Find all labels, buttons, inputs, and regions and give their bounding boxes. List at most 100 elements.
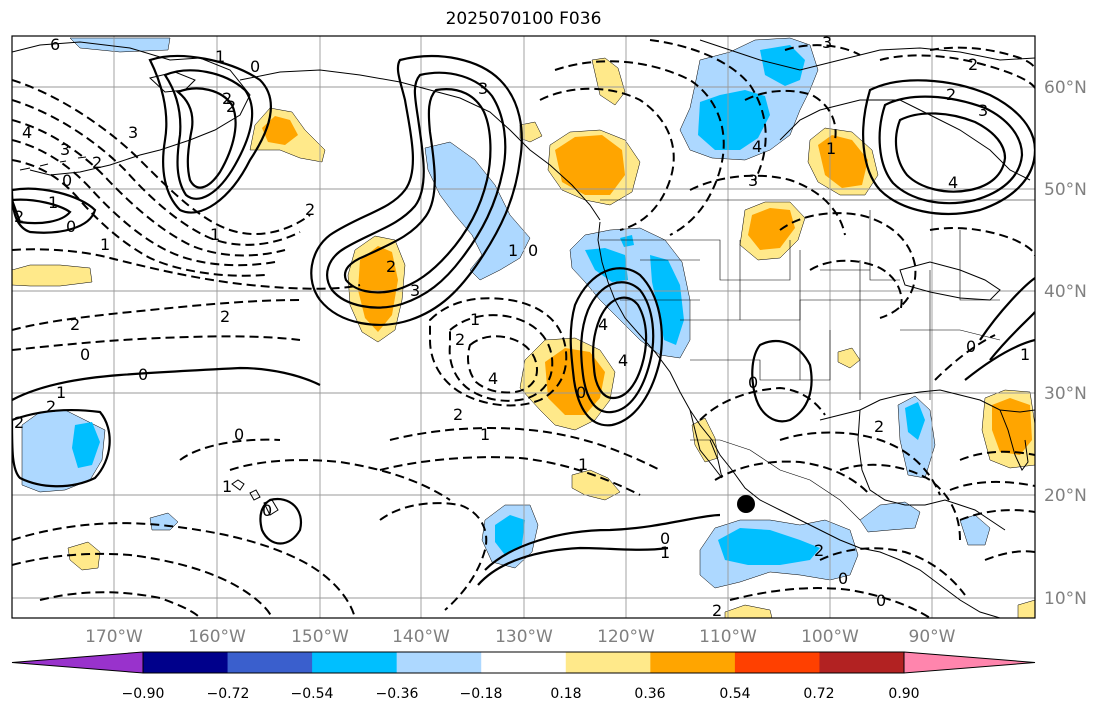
fill-blue — [698, 90, 770, 150]
longitude-labels: 170°W 160°W 150°W 140°W 130°W 120°W 110°… — [85, 627, 956, 647]
political-borders — [600, 199, 1035, 521]
contour-label: 4 — [752, 137, 762, 156]
contour-label: 2 — [220, 307, 230, 326]
fill-orange — [748, 208, 795, 250]
map-title: 2025070100 F036 — [445, 9, 602, 29]
colorbar-tick-label: −0.54 — [291, 686, 334, 702]
fill-orange — [358, 246, 398, 332]
colorbar-tick-label: −0.18 — [460, 686, 503, 702]
lon-label: 120°W — [597, 627, 655, 647]
colorbar-segment — [650, 652, 736, 673]
fill-blue — [905, 402, 925, 440]
lon-label: 150°W — [291, 627, 349, 647]
contour-label: 3 — [128, 123, 138, 142]
contour-label: 1 — [480, 425, 490, 444]
contour-label: 4 — [598, 315, 608, 334]
colorbar: −0.90 −0.72 −0.54 −0.36 −0.18 0.18 0.36 … — [11, 651, 1036, 702]
lat-label: 50°N — [1044, 180, 1087, 200]
colorbar-extend-high — [904, 652, 1035, 673]
contour-label: 0 — [250, 57, 260, 76]
colorbar-segment — [565, 652, 651, 673]
contour-label: 2 — [222, 89, 232, 108]
contour-label: 0 — [262, 501, 272, 520]
location-marker — [737, 495, 755, 513]
fill-light-yellow — [837, 347, 861, 369]
fill-blue — [718, 528, 820, 565]
contour-label: 6 — [50, 35, 60, 54]
contour-label: 2 — [386, 257, 396, 276]
fill-light-yellow — [67, 541, 101, 571]
contour-label: 1 — [56, 383, 66, 402]
contour-label: 0 — [576, 383, 586, 402]
contour-label: 0 — [66, 217, 76, 236]
lon-label: 140°W — [392, 627, 450, 647]
contour-label: 1 — [660, 543, 670, 562]
fill-light-yellow — [591, 57, 626, 106]
lat-label: 40°N — [1044, 282, 1087, 302]
fill-light-blue — [859, 501, 921, 533]
contour-label: 0 — [528, 241, 538, 260]
contour-label: 1 — [210, 225, 220, 244]
contour-label: 2 — [226, 97, 236, 116]
colorbar-tick-label: −0.36 — [376, 686, 419, 702]
colorbar-segment — [481, 652, 567, 673]
contour-label: 1 — [222, 477, 232, 496]
contour-label: 0 — [62, 171, 72, 190]
colorbar-segment — [819, 652, 905, 673]
contour-label: 0 — [80, 345, 90, 364]
colorbar-tick-label: 0.54 — [719, 686, 750, 702]
contour-label: 3 — [478, 79, 488, 98]
contour-label: 2 — [455, 330, 465, 349]
fill-light-yellow — [1017, 599, 1035, 618]
latitude-labels: 60°N 50°N 40°N 30°N 20°N 10°N — [1044, 78, 1087, 609]
contour-label: 2 — [968, 55, 978, 74]
contour-labels: 6 1 0 3 4 3 2 2 0 1 0 1 2 2 1 2 0 2 3 2 … — [14, 33, 1030, 620]
colorbar-tick-label: 0.90 — [888, 686, 919, 702]
contour-label: 0 — [838, 569, 848, 588]
lon-label: 110°W — [699, 627, 757, 647]
lon-label: 170°W — [85, 627, 143, 647]
contour-label: 0 — [748, 373, 758, 392]
contour-label: 1 — [1020, 345, 1030, 364]
fill-light-blue — [69, 37, 171, 53]
contour-label: 3 — [748, 171, 758, 190]
fill-orange — [262, 116, 298, 145]
lat-label: 60°N — [1044, 78, 1087, 98]
contour-label: 0 — [876, 591, 886, 610]
fill-blue — [620, 235, 634, 247]
contour-label: 1 — [215, 47, 225, 66]
contour-label: 2 — [305, 200, 315, 219]
contour-label: 4 — [948, 173, 958, 192]
fill-orange — [818, 135, 868, 188]
contour-label: 0 — [234, 425, 244, 444]
lat-label: 10°N — [1044, 589, 1087, 609]
lon-label: 130°W — [495, 627, 553, 647]
colorbar-segment — [734, 652, 820, 673]
contour-label: 2 — [946, 85, 956, 104]
contour-label: 0 — [138, 365, 148, 384]
colorbar-segment — [312, 652, 398, 673]
lon-label: 100°W — [801, 627, 859, 647]
contours-positive — [12, 54, 1035, 586]
contour-label: 2 — [874, 417, 884, 436]
colorbar-extend-low — [12, 652, 143, 673]
fill-light-yellow — [519, 121, 543, 143]
coastlines — [12, 39, 1035, 618]
lon-label: 160°W — [188, 627, 246, 647]
colorbar-tick-label: −0.90 — [122, 686, 165, 702]
fill-blue — [495, 515, 525, 555]
contour-label: 4 — [618, 351, 628, 370]
contour-label: 2 — [70, 315, 80, 334]
contour-label: 0 — [966, 337, 976, 356]
contour-label: 2 — [92, 153, 102, 172]
colorbar-segment — [227, 652, 313, 673]
contour-label: 4 — [22, 123, 32, 142]
colorbar-segment — [143, 652, 229, 673]
contour-label: 3 — [410, 281, 420, 300]
contour-label: 2 — [46, 397, 56, 416]
contour-label: 1 — [48, 193, 58, 212]
fill-light-yellow — [724, 604, 773, 618]
fill-orange — [992, 398, 1032, 455]
contour-label: 1 — [470, 310, 480, 329]
